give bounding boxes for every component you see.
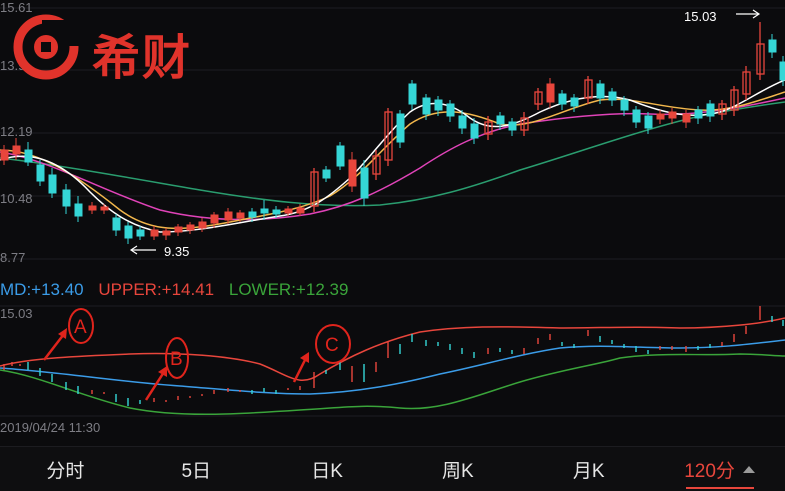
marker-a-label: A (74, 317, 87, 338)
candle (0, 138, 21, 165)
candle (694, 100, 715, 124)
lower-value: LOWER:+12.39 (228, 280, 349, 299)
candle (372, 108, 393, 180)
candle (484, 116, 493, 140)
boll-lower-line (0, 353, 785, 415)
candle (656, 108, 691, 128)
candle (348, 152, 357, 192)
candle (112, 214, 145, 244)
y-label-4: 10.48 (0, 191, 33, 206)
ind-gridlines (0, 305, 785, 417)
ma20-line (0, 97, 785, 221)
y-label-5: 8.77 (0, 250, 25, 265)
candle (546, 78, 555, 108)
y-label-3: 12.19 (0, 124, 33, 139)
candle (150, 208, 245, 240)
tab-monthly-k[interactable]: 月K (572, 460, 605, 482)
candle (496, 112, 517, 136)
low-annotation: 9.35 (129, 244, 189, 259)
ma10-line (0, 91, 785, 230)
boll-upper-line (0, 317, 785, 382)
candle (520, 88, 543, 136)
caret-up-icon (742, 465, 755, 473)
high-price-label: 15.03 (684, 9, 717, 24)
tab-5day[interactable]: 5日 (181, 460, 212, 482)
candle (322, 142, 345, 182)
candles (0, 22, 785, 244)
xicai-logo: 希财 (10, 14, 235, 86)
y-axis-labels: 15.61 13.9 12.19 10.48 8.77 (0, 0, 33, 265)
mid-value: MD:+13.40 (0, 280, 84, 299)
candle (88, 202, 109, 214)
candle (558, 90, 579, 112)
marker-b: B (144, 337, 189, 401)
marker-c-label: C (325, 335, 339, 356)
candle (284, 204, 305, 216)
candle (718, 22, 765, 120)
boll-indicator-chart[interactable]: 15.03 2019/04/24 11:30 A (0, 304, 785, 444)
tab-120min[interactable]: 120分 (654, 447, 785, 491)
high-annotation: 15.03 (684, 9, 761, 24)
candle (360, 160, 369, 206)
candle (584, 76, 593, 104)
boll-mid-line (0, 339, 785, 395)
logo-coin-icon (13, 14, 82, 80)
low-price-label: 9.35 (164, 244, 189, 259)
marker-b-label: B (170, 349, 183, 370)
candle (248, 200, 281, 222)
candle (396, 80, 479, 148)
boll-lines (0, 317, 785, 415)
candle (596, 80, 653, 134)
upper-value: UPPER:+14.41 (98, 280, 215, 299)
ind-candles (3, 306, 784, 406)
boll-legend: MD:+13.40 UPPER:+14.41 LOWER:+12.39 (0, 280, 785, 304)
ind-date-label: 2019/04/24 11:30 (0, 420, 100, 435)
period-tab-bar: 分时 5日 日K 周K 月K 120分 (0, 446, 785, 491)
candle (310, 168, 319, 212)
candle (768, 34, 785, 86)
marker-a: A (43, 308, 94, 361)
candle (24, 142, 83, 222)
ind-top-label: 15.03 (0, 306, 33, 321)
main-kline-chart[interactable]: 15.61 13.9 12.19 10.48 8.77 (0, 0, 785, 272)
tab-intraday[interactable]: 分时 (46, 460, 85, 482)
tab-weekly-k[interactable]: 周K (442, 460, 474, 482)
logo-text: 希财 (92, 30, 193, 86)
tab-daily-k[interactable]: 日K (311, 460, 343, 482)
y-label-1: 15.61 (0, 0, 33, 15)
marker-c: C (292, 324, 351, 383)
